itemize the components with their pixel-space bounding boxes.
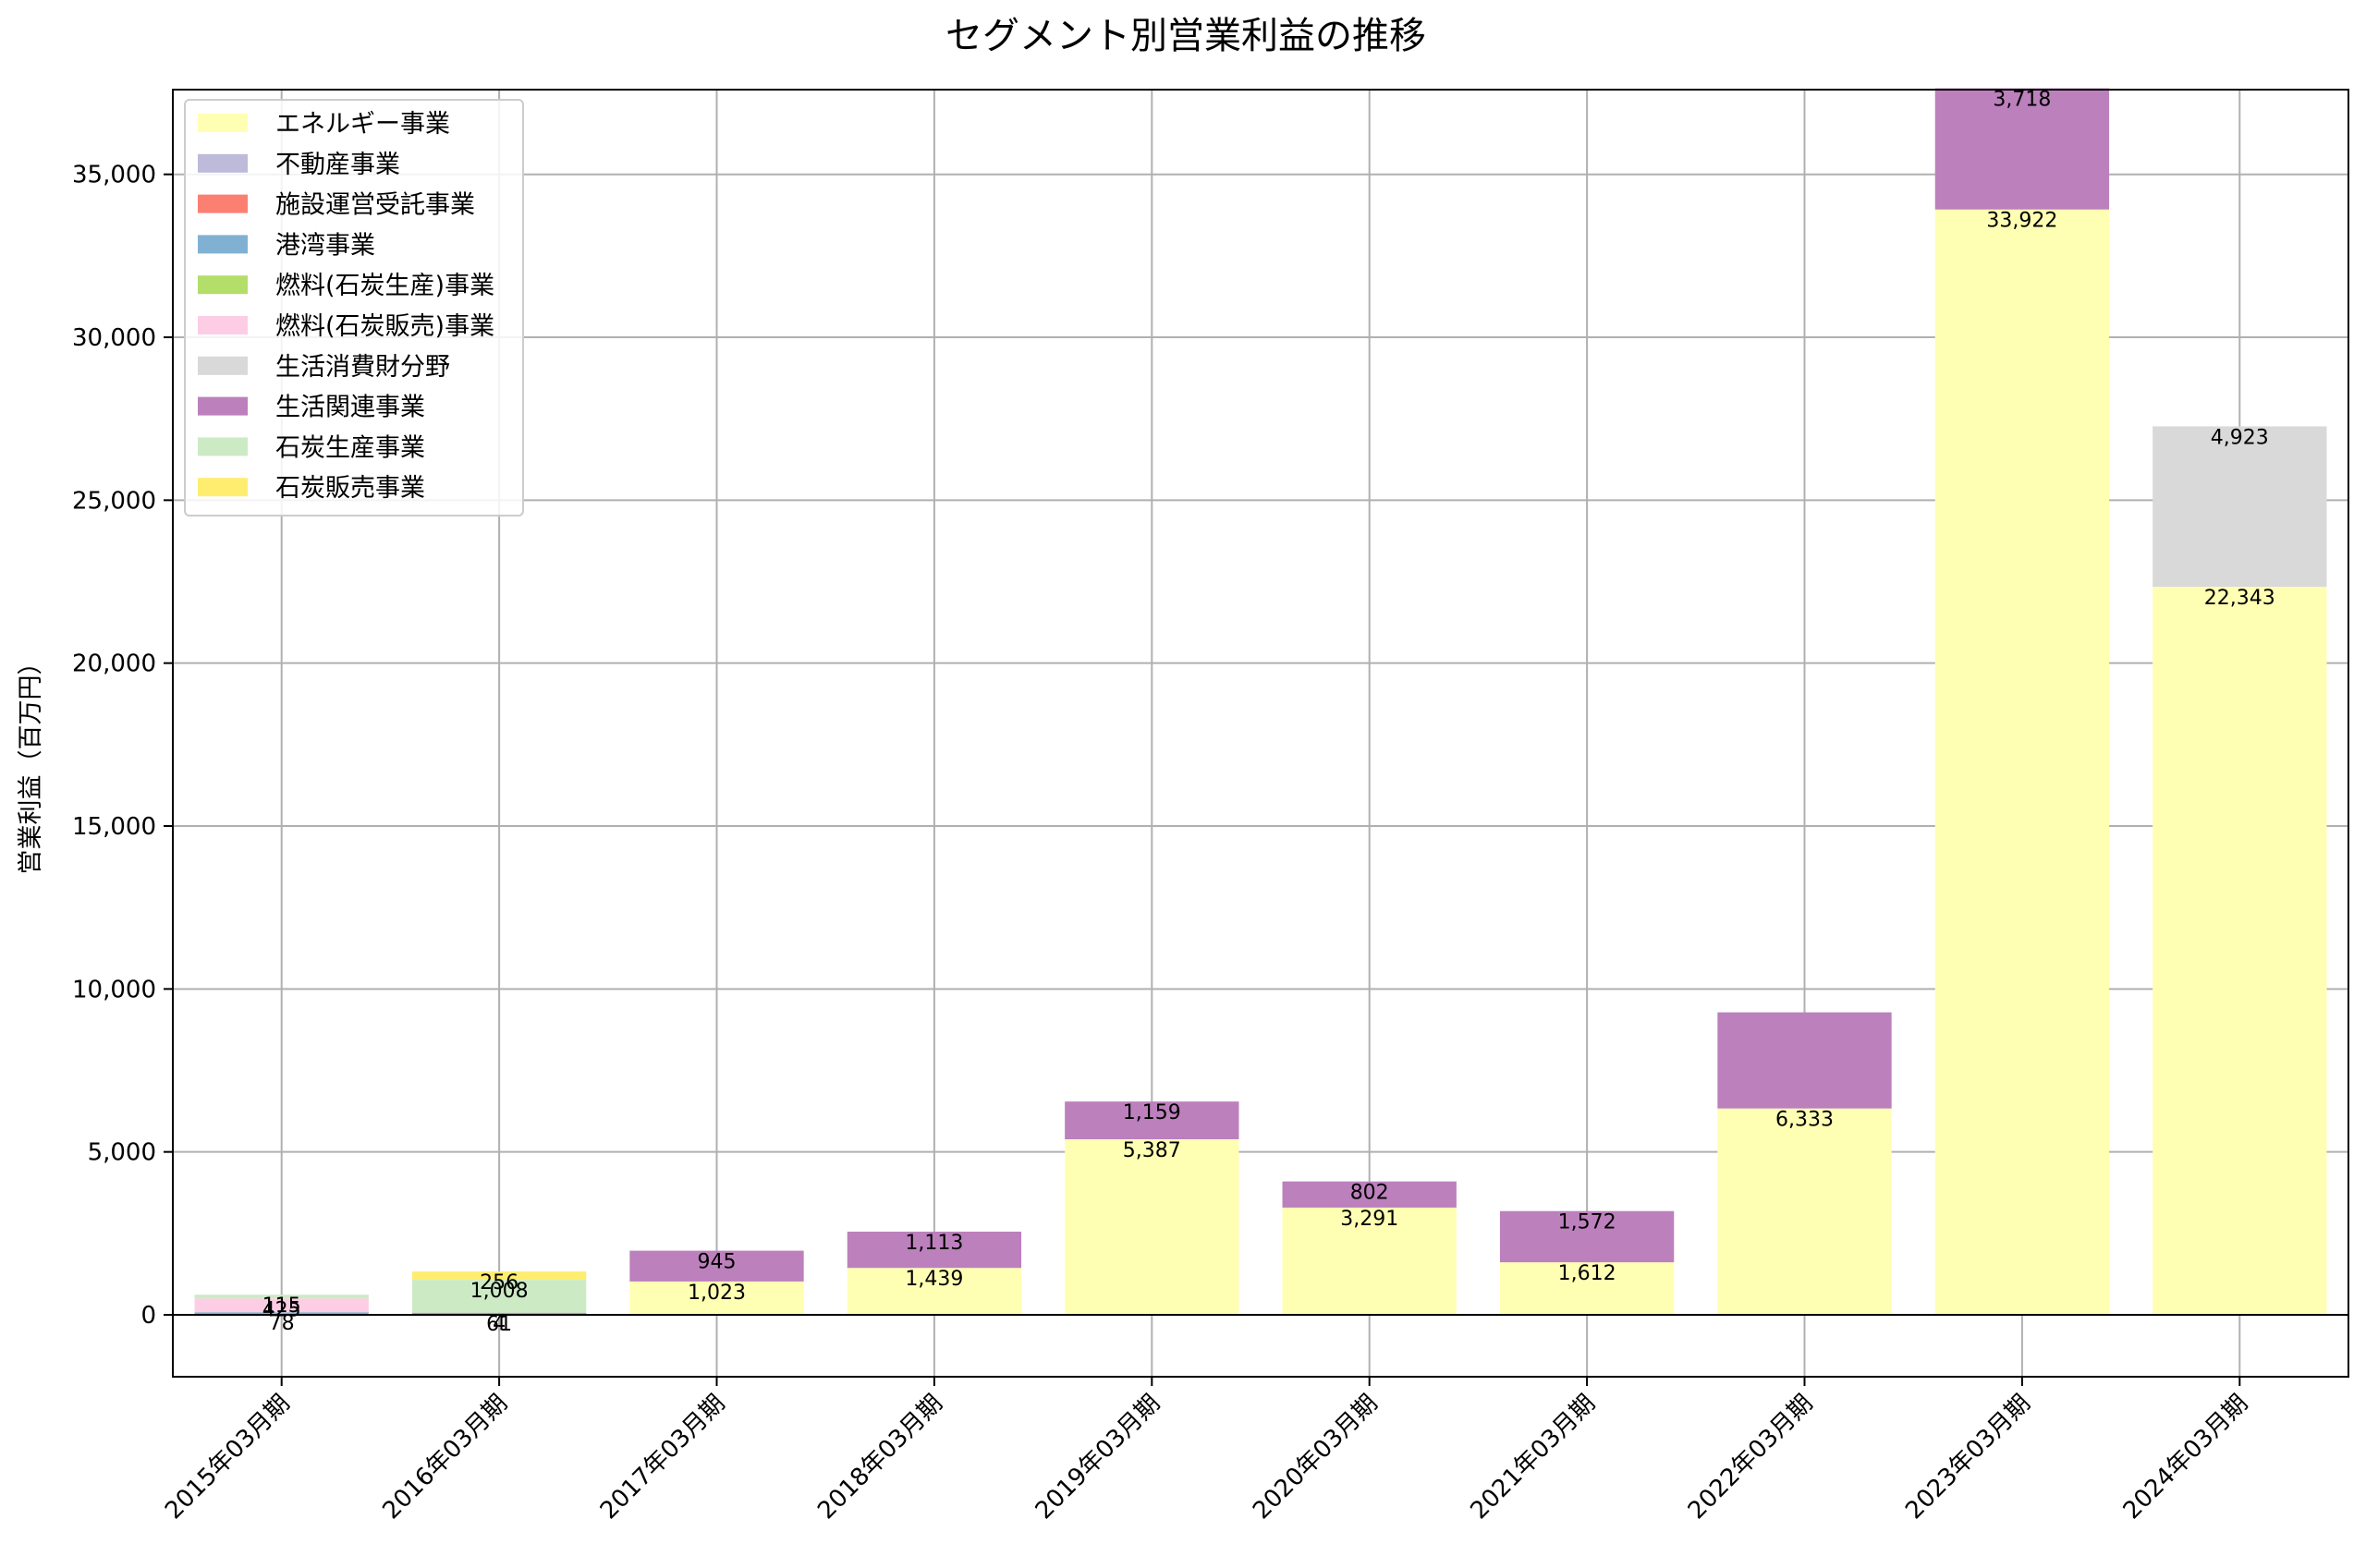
y-tick-label: 15,000: [72, 813, 156, 841]
data-label: 22,343: [2204, 587, 2275, 610]
data-label: 115: [262, 1295, 301, 1318]
data-label: 4: [493, 1313, 506, 1336]
chart-title: セグメント別営業利益の推移: [945, 15, 1426, 57]
legend-swatch: [198, 275, 248, 295]
bar-segment: [194, 1298, 369, 1313]
data-label: 1,159: [1123, 1101, 1181, 1124]
bar-segment: [194, 1295, 369, 1299]
bar-segment: [1282, 1181, 1457, 1208]
data-label: 5,387: [1123, 1139, 1181, 1162]
legend-entry: エネルギー事業: [275, 110, 450, 139]
bar-segment: [2153, 426, 2327, 588]
y-tick-label: 20,000: [72, 650, 156, 678]
legend-swatch: [198, 316, 248, 334]
legend-entry: 港湾事業: [275, 231, 375, 260]
legend-swatch: [198, 114, 248, 132]
bar-segment: [1499, 1262, 1675, 1315]
data-label: 802: [1350, 1182, 1389, 1205]
data-label: 33,922: [1986, 210, 2057, 233]
data-label: 256: [480, 1271, 518, 1295]
legend-entry: 石炭販売事業: [275, 474, 425, 503]
bar-segment: [1717, 1108, 1892, 1315]
bar-segment: [847, 1268, 1022, 1315]
data-label: 6,333: [1775, 1109, 1834, 1132]
y-tick-label: 0: [140, 1302, 156, 1330]
legend-box: [184, 99, 524, 517]
bar-segment: [2153, 587, 2327, 1315]
data-label: 1,113: [905, 1232, 963, 1255]
data-label: 4,923: [2211, 426, 2269, 449]
bar-segment: [411, 1280, 587, 1313]
data-label: 1,008: [470, 1280, 529, 1303]
legend-swatch: [198, 235, 248, 254]
legend-swatch: [198, 437, 248, 456]
bar-segment: [1282, 1207, 1457, 1315]
data-label: 78: [269, 1312, 295, 1335]
legend-entry: 生活関連事業: [275, 394, 425, 422]
bar-segment: [411, 1312, 587, 1315]
legend-entry: 燃料(石炭生産)事業: [275, 272, 494, 300]
bar-segment: [629, 1250, 804, 1282]
legend-entry: 不動産事業: [275, 151, 400, 179]
legend-swatch: [198, 396, 248, 416]
legend-swatch: [198, 356, 248, 375]
y-axis-ticks: 0 5,000 10,000 15,000 20,000 25,000 30,000 35,0…: [72, 162, 173, 1330]
data-label: 1,612: [1558, 1262, 1616, 1285]
bar-segment: [847, 1231, 1022, 1269]
bars: [194, 88, 2327, 1315]
y-tick-label: 30,000: [72, 324, 156, 352]
data-label: 1,572: [1558, 1211, 1616, 1234]
data-label: 1,023: [688, 1282, 746, 1305]
y-axis-label: 営業利益（百万円）: [17, 650, 45, 875]
data-label: 3,291: [1340, 1208, 1398, 1231]
bar-segment: [194, 1312, 369, 1315]
data-label: 425: [262, 1298, 301, 1321]
legend-entry: 施設運営受託事業: [275, 191, 475, 220]
data-label: 945: [698, 1251, 737, 1274]
data-label: 1,439: [905, 1268, 963, 1291]
y-tick-label: 5,000: [88, 1139, 156, 1167]
bar-segment: [1934, 88, 2110, 210]
data-label: 61: [486, 1313, 512, 1336]
legend-entry: 生活消費財分野: [275, 353, 450, 382]
y-tick-label: 10,000: [72, 976, 156, 1003]
bar-segment: [1717, 1012, 1892, 1109]
bar-segment: [411, 1271, 587, 1281]
bar-segment: [1499, 1210, 1675, 1263]
legend: エネルギー事業不動産事業施設運営受託事業港湾事業燃料(石炭生産)事業燃料(石炭販…: [184, 99, 524, 517]
data-label: 3,718: [1993, 89, 2051, 112]
legend-swatch: [198, 153, 248, 173]
legend-swatch: [198, 478, 248, 497]
bar-segment: [1065, 1139, 1239, 1315]
legend-swatch: [198, 194, 248, 213]
legend-entry: 石炭生産事業: [275, 433, 425, 462]
bar-segment: [1934, 209, 2110, 1315]
bar-segment: [629, 1281, 804, 1315]
bar-segment: [1065, 1101, 1239, 1140]
plot-frame: [172, 89, 2349, 1378]
legend-entry: 燃料(石炭販売)事業: [275, 312, 494, 341]
y-tick-label: 35,000: [72, 162, 156, 189]
y-tick-label: 25,000: [72, 487, 156, 515]
